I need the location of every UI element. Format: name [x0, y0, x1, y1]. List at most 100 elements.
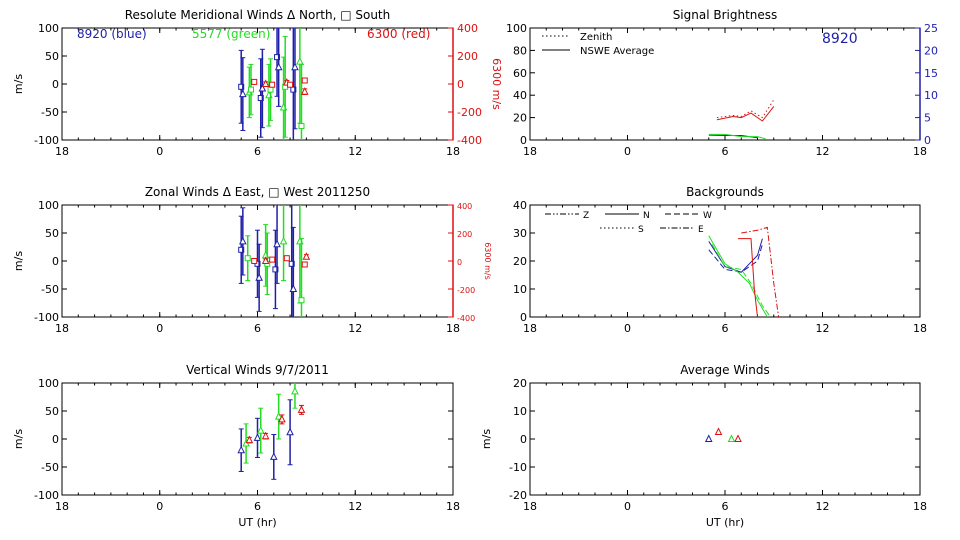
plot-area	[237, 383, 306, 480]
x-tick-label: 18	[913, 500, 927, 513]
data-point-triangle	[734, 434, 742, 442]
data-point-triangle	[245, 435, 254, 444]
data-point-square	[301, 77, 308, 84]
x-tick-label: 18	[913, 145, 927, 158]
series-line	[716, 99, 775, 119]
x-tick-label: 6	[722, 322, 729, 335]
x-tick-label: 12	[816, 322, 830, 335]
data-point-square	[251, 78, 258, 85]
y-tick-label: 0	[520, 134, 527, 147]
annotation-label: 8920	[822, 31, 858, 47]
x-tick-label: 18	[523, 145, 537, 158]
y-tick-label: 20	[513, 112, 527, 125]
y-tick-label: 100	[38, 377, 59, 390]
x-tick-label: 6	[722, 145, 729, 158]
y-axis-label: m/s	[12, 74, 25, 94]
y-tick-label: -100	[34, 134, 59, 147]
legend-label: S	[638, 225, 644, 235]
x-tick-label: 18	[446, 145, 460, 158]
x-tick-label: 12	[816, 145, 830, 158]
legend-label: Zenith	[580, 32, 612, 43]
data-point-square	[274, 54, 281, 61]
plot-frame	[529, 204, 921, 318]
x-tick-label: 0	[624, 145, 631, 158]
y2-tick-label: 200	[457, 50, 478, 63]
data-point-triangle	[296, 56, 304, 65]
data-point-square	[298, 123, 305, 129]
annotation-label: 8920 (blue)	[77, 27, 147, 41]
y2-tick-label: 200	[457, 230, 472, 239]
data-point-triangle	[274, 411, 283, 420]
x-tick-label: 0	[156, 322, 163, 335]
data-point-triangle	[286, 427, 294, 436]
legend-label: N	[643, 211, 650, 221]
x-tick-label: 6	[254, 145, 261, 158]
y-tick-label: 80	[513, 44, 527, 57]
plot-area	[238, 28, 309, 140]
data-point-square	[269, 256, 276, 263]
data-point-triangle	[237, 445, 246, 454]
y-axis-label: m/s	[12, 429, 25, 449]
y-tick-label: -10	[509, 461, 527, 474]
y-tick-label: 0	[52, 255, 59, 268]
y2-tick-label: 5	[924, 112, 931, 125]
chart-title: Vertical Winds 9/7/2011	[186, 363, 329, 377]
annotation-label: 6300 (red)	[367, 27, 430, 41]
data-point-triangle	[269, 452, 278, 460]
data-point-square	[283, 255, 290, 262]
chart-title: Backgrounds	[686, 185, 764, 199]
y-tick-label: -50	[41, 106, 59, 119]
x-axis-label: UT (hr)	[238, 516, 276, 529]
y2-tick-label: 0	[457, 78, 464, 91]
chart-meridional: Resolute Meridional Winds Δ North, □ Sou…	[12, 8, 503, 158]
legend-label: E	[698, 225, 704, 235]
data-point-triangle	[278, 414, 286, 423]
x-tick-label: 0	[156, 145, 163, 158]
y-tick-label: 0	[52, 433, 59, 446]
x-tick-label: 18	[523, 322, 537, 335]
y-tick-label: 50	[45, 50, 59, 63]
plot-area	[704, 427, 742, 442]
y2-axis-label: 6300 m/s	[483, 242, 492, 280]
x-tick-label: 12	[348, 500, 362, 513]
chart-title: Zonal Winds Δ East, □ West 2011250	[145, 185, 370, 199]
series-line	[711, 243, 771, 317]
y-tick-label: 100	[38, 199, 59, 212]
x-tick-label: 0	[156, 500, 163, 513]
data-point-triangle	[714, 427, 723, 435]
y-tick-label: 0	[52, 78, 59, 91]
data-point-square	[269, 81, 276, 88]
data-point-square	[238, 83, 245, 90]
data-point-triangle	[291, 386, 299, 395]
data-point-triangle	[279, 236, 288, 245]
y-tick-label: 50	[45, 227, 59, 240]
plot-frame	[61, 27, 454, 141]
x-tick-label: 6	[254, 500, 261, 513]
data-point-triangle	[261, 256, 270, 264]
x-tick-label: 6	[254, 322, 261, 335]
data-point-square	[247, 86, 254, 93]
y-tick-label: 30	[513, 227, 527, 240]
data-point-square	[272, 266, 279, 273]
data-point-triangle	[273, 239, 281, 248]
y2-tick-label: -400	[457, 314, 475, 323]
data-point-triangle	[302, 252, 311, 260]
data-point-square	[267, 86, 274, 93]
y-tick-label: 40	[513, 199, 527, 212]
x-tick-label: 18	[913, 322, 927, 335]
data-point-triangle	[300, 87, 309, 95]
x-tick-label: 12	[348, 322, 362, 335]
y-tick-label: 50	[45, 405, 59, 418]
x-tick-label: 18	[446, 500, 460, 513]
x-tick-label: 18	[55, 322, 69, 335]
x-tick-label: 18	[55, 145, 69, 158]
legend-label: NSWE Average	[580, 46, 654, 57]
x-tick-label: 6	[722, 500, 729, 513]
data-point-square	[288, 260, 295, 267]
data-point-triangle	[253, 433, 262, 441]
data-point-triangle	[261, 79, 270, 87]
data-point-triangle	[261, 431, 270, 440]
chart-title: Signal Brightness	[673, 8, 778, 22]
